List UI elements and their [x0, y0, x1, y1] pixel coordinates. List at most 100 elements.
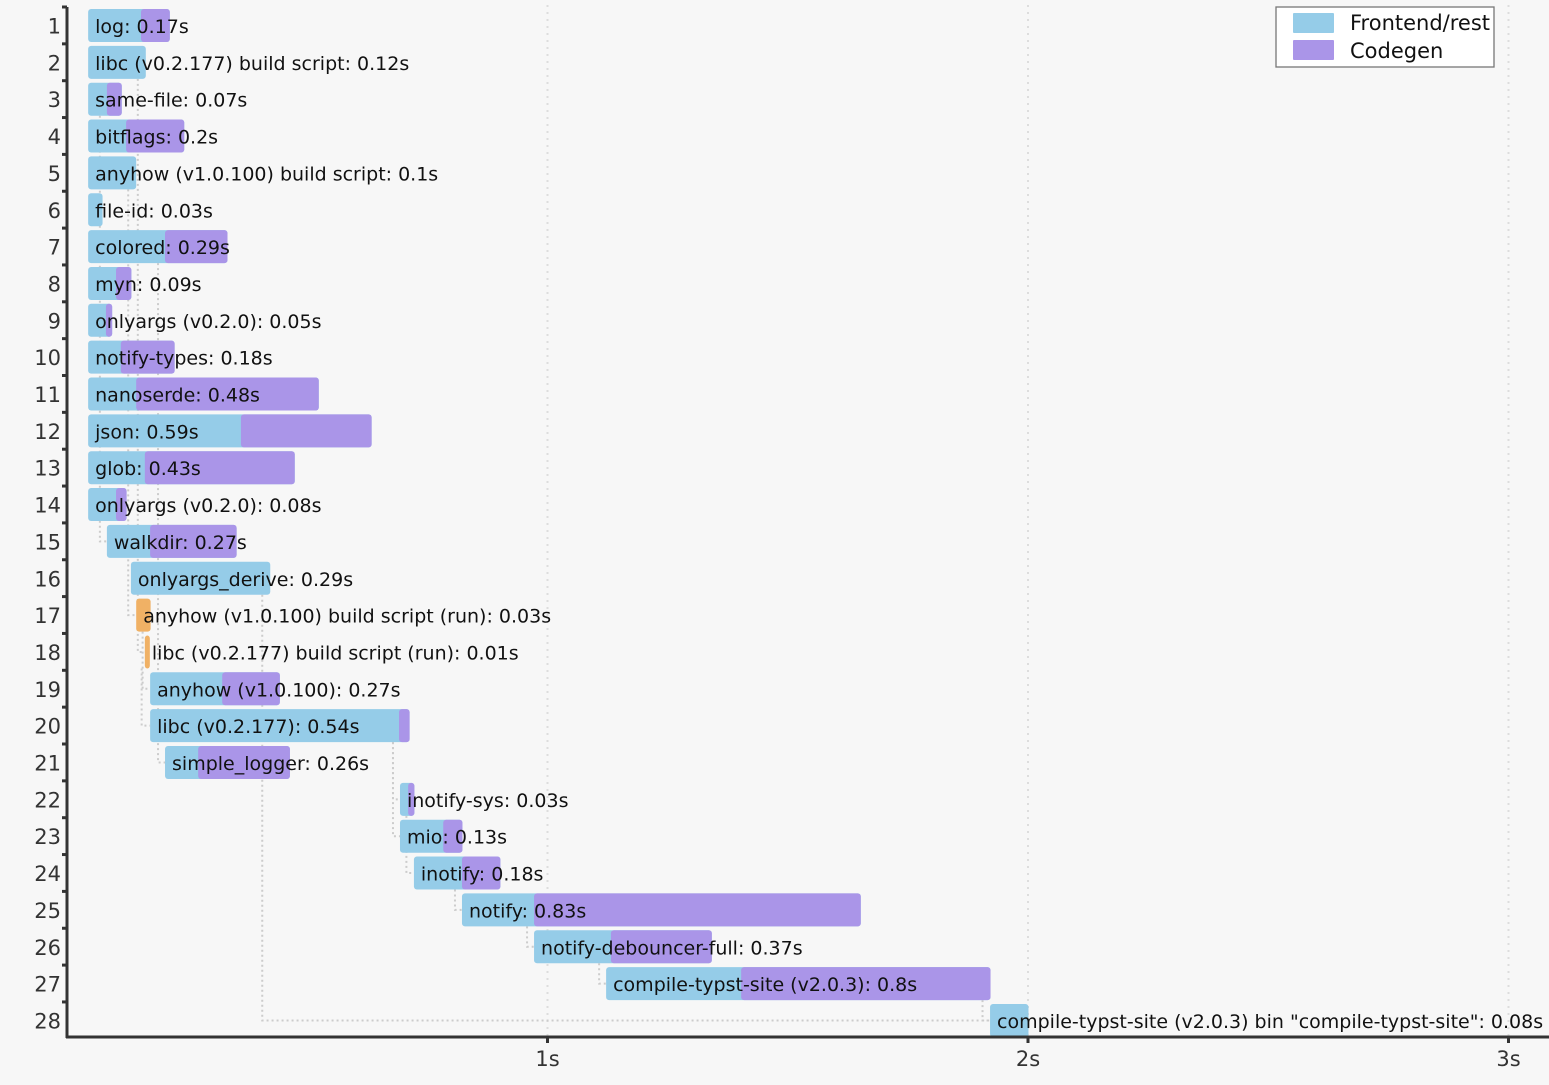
unit-bar-group: walkdir: 0.27s [106, 524, 247, 558]
frontend-bar [150, 709, 410, 743]
codegen-bar [610, 930, 712, 964]
build-script-run-bar [144, 635, 150, 669]
legend-swatch-frontend [1293, 13, 1334, 33]
unit-bar-group: same-file: 0.07s [88, 82, 247, 116]
x-tick-label: 3s [1496, 1047, 1520, 1071]
codegen-bar [105, 303, 113, 337]
y-tick-label: 12 [34, 420, 61, 444]
unit-bar-group: compile-typst-site (v2.0.3): 0.8s [606, 967, 991, 1001]
y-tick-label: 8 [48, 272, 61, 296]
unit-label: notify: 0.83s [469, 900, 586, 922]
unit-bar-group: log: 0.17s [88, 9, 189, 42]
dependency-line [598, 963, 607, 985]
unit-label: compile-typst-site (v2.0.3) bin "compile… [997, 1011, 1543, 1033]
unit-bar-group: anyhow (v1.0.100) build script (run): 0.… [136, 598, 551, 632]
codegen-bar [165, 230, 228, 264]
frontend-bar [88, 156, 137, 190]
legend: Frontend/rest Codegen [1275, 6, 1495, 68]
unit-bar-group: simple_logger: 0.26s [165, 746, 369, 779]
unit-label: onlyargs_derive: 0.29s [138, 569, 353, 591]
unit-bar-group: colored: 0.29s [88, 230, 230, 264]
unit-bar-group: inotify: 0.18s [413, 856, 544, 890]
unit-label: colored: 0.29s [95, 237, 230, 259]
unit-label: simple_logger: 0.26s [172, 753, 369, 775]
unit-bar-group: onlyargs (v0.2.0): 0.05s [88, 303, 322, 337]
dependency-line [136, 78, 145, 653]
unit-bar-group: glob: 0.43s [88, 451, 295, 485]
frontend-bar [88, 193, 103, 227]
unit-label: inotify: 0.18s [421, 864, 544, 886]
codegen-bar [399, 709, 410, 743]
unit-bar-group: notify-types: 0.18s [88, 340, 273, 374]
y-tick-label: 14 [34, 494, 61, 518]
unit-label: notify-debouncer-full: 0.37s [541, 937, 803, 959]
unit-label: mio: 0.13s [407, 827, 507, 849]
codegen-bar [534, 893, 861, 927]
unit-bar-group: compile-typst-site (v2.0.3) bin "compile… [990, 1003, 1543, 1037]
unit-bar-group: file-id: 0.03s [88, 193, 213, 227]
codegen-bar [408, 782, 415, 816]
dependency-line [127, 189, 137, 617]
unit-bar-group: libc (v0.2.177) build script (run): 0.01… [144, 635, 519, 669]
unit-bar-group: notify: 0.83s [461, 893, 861, 927]
unit-bar-group: bitflags: 0.2s [88, 119, 218, 153]
x-tick-label: 1s [535, 1047, 559, 1071]
unit-label: glob: 0.43s [95, 458, 201, 480]
y-tick-label: 1 [48, 15, 61, 39]
y-tick-label: 22 [34, 788, 61, 812]
unit-label: myn: 0.09s [95, 274, 201, 296]
unit-bar-group: notify-debouncer-full: 0.37s [534, 930, 803, 964]
unit-bar-group: onlyargs (v0.2.0): 0.08s [88, 488, 322, 522]
codegen-bar [240, 414, 372, 448]
unit-bar-group: myn: 0.09s [88, 266, 202, 300]
grid-lines [546, 5, 1510, 1037]
codegen-bar [222, 672, 280, 706]
unit-label: inotify-sys: 0.03s [407, 790, 568, 812]
unit-bars: log: 0.17s libc (v0.2.177) build script: … [88, 9, 1543, 1037]
legend-label-codegen: Codegen [1350, 39, 1443, 63]
codegen-bar [198, 746, 290, 779]
y-tick-label: 17 [34, 604, 61, 628]
unit-label: onlyargs (v0.2.0): 0.08s [95, 495, 321, 517]
dependency-line [981, 1000, 991, 1022]
unit-bar-group: onlyargs_derive: 0.29s [130, 561, 353, 595]
legend-label-frontend: Frontend/rest [1350, 11, 1490, 35]
x-tick-label: 2s [1016, 1047, 1040, 1071]
y-tick-label: 25 [34, 899, 61, 923]
codegen-bar [126, 119, 185, 153]
y-tick-label: 24 [34, 862, 61, 886]
unit-label: file-id: 0.03s [95, 200, 213, 222]
y-tick-label: 9 [48, 309, 61, 333]
codegen-bar [116, 488, 127, 522]
y-tick-label: 27 [34, 973, 61, 997]
unit-label: libc (v0.2.177): 0.54s [157, 716, 359, 738]
y-tick-label: 16 [34, 567, 61, 591]
unit-label: same-file: 0.07s [95, 90, 247, 112]
y-tick-label: 6 [48, 199, 61, 223]
y-tick-label: 21 [34, 752, 61, 776]
codegen-bar [150, 524, 237, 558]
codegen-bar [120, 340, 175, 374]
codegen-bar [144, 451, 295, 485]
unit-bar-group: anyhow (v1.0.100) build script: 0.1s [88, 156, 438, 190]
unit-label: nanoserde: 0.48s [95, 385, 260, 407]
unit-bar-group: mio: 0.13s [399, 819, 507, 853]
dependency-line [453, 889, 462, 911]
y-tick-label: 7 [48, 236, 61, 260]
y-tick-label: 28 [34, 1009, 61, 1033]
y-tick-label: 11 [34, 383, 61, 407]
codegen-bar [741, 967, 991, 1001]
y-tick-label: 3 [48, 88, 61, 112]
frontend-bar [88, 45, 146, 79]
unit-bar-group: anyhow (v1.0.100): 0.27s [150, 672, 401, 706]
unit-label: walkdir: 0.27s [114, 532, 247, 554]
frontend-bar [130, 561, 271, 595]
unit-label: notify-types: 0.18s [95, 348, 273, 370]
unit-label: libc (v0.2.177) build script (run): 0.01… [152, 642, 519, 664]
legend-swatch-codegen [1293, 40, 1334, 60]
unit-label: anyhow (v1.0.100) build script: 0.1s [95, 163, 438, 185]
dependency-line [391, 742, 400, 801]
y-tick-label: 2 [48, 51, 61, 75]
unit-bar-group: libc (v0.2.177) build script: 0.12s [88, 45, 409, 79]
